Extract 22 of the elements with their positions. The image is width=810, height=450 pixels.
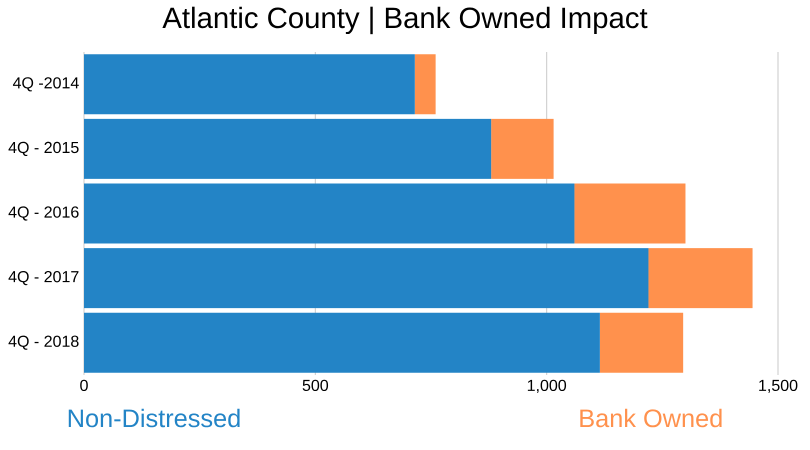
y-tick-label: 4Q -2014 xyxy=(12,77,79,92)
bar xyxy=(84,118,492,179)
bar xyxy=(600,312,684,373)
bar xyxy=(84,248,648,308)
bar xyxy=(648,248,753,308)
bar xyxy=(84,184,574,244)
y-tick-label: 4Q - 2016 xyxy=(8,206,79,221)
bar xyxy=(84,54,415,114)
y-tick-label: 4Q - 2015 xyxy=(8,142,79,156)
x-tick-label: 0 xyxy=(80,380,88,392)
x-tick-label: 500 xyxy=(302,380,328,392)
chart-title: Atlantic County | Bank Owned Impact xyxy=(162,6,648,34)
x-tick-label: 1,000 xyxy=(528,380,566,393)
bar xyxy=(414,54,436,114)
bar xyxy=(491,118,554,179)
series-label: Non-Distressed xyxy=(68,408,240,428)
series-label: Bank Owned xyxy=(580,408,722,428)
y-tick-label: 4Q - 2017 xyxy=(8,271,78,286)
y-tick-label: 4Q - 2018 xyxy=(8,336,79,350)
x-tick-label: 1,500 xyxy=(759,380,798,393)
bar xyxy=(574,184,686,244)
bar xyxy=(84,312,600,373)
